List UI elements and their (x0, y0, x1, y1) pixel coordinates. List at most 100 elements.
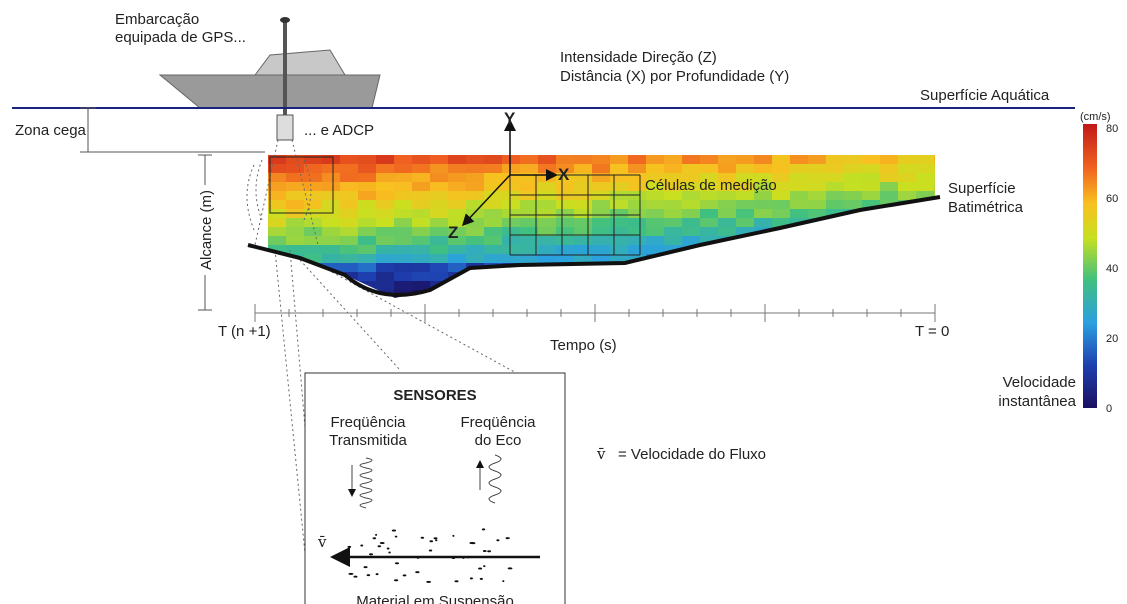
velocity-cell (574, 245, 592, 254)
velocity-cell (862, 299, 880, 308)
colorbar (1083, 124, 1097, 408)
velocity-cell (880, 182, 898, 191)
velocity-cell (664, 272, 682, 281)
velocity-cell (772, 164, 790, 173)
velocity-cell (718, 290, 736, 299)
velocity-cell (340, 218, 358, 227)
velocity-cell (304, 182, 322, 191)
velocity-cell (880, 191, 898, 200)
velocity-cell (934, 155, 952, 164)
velocity-cell (880, 155, 898, 164)
velocity-cell (376, 254, 394, 263)
velocity-cell (520, 245, 538, 254)
velocity-cell (664, 236, 682, 245)
velocity-cell (844, 272, 862, 281)
velocity-cell (466, 281, 484, 290)
particle (395, 536, 397, 538)
velocity-cell (718, 272, 736, 281)
velocity-cell (628, 209, 646, 218)
velocity-cell (754, 290, 772, 299)
velocity-cell (502, 245, 520, 254)
velocity-cell (412, 218, 430, 227)
velocity-cell (664, 290, 682, 299)
velocity-cell (304, 155, 322, 164)
particle (452, 535, 454, 537)
velocity-cell (340, 245, 358, 254)
velocity-cell (340, 182, 358, 191)
velocity-cell (700, 272, 718, 281)
particle (348, 573, 353, 575)
velocity-cell (376, 236, 394, 245)
velocity-cell (538, 290, 556, 299)
velocity-cell (556, 200, 574, 209)
velocity-cell (286, 218, 304, 227)
velocity-cell (682, 218, 700, 227)
velocity-cell (916, 281, 934, 290)
velocity-cell (556, 245, 574, 254)
velocity-cell (628, 281, 646, 290)
velocity-cell (304, 227, 322, 236)
colorbar-tick: 60 (1106, 193, 1118, 205)
velocity-cell (646, 155, 664, 164)
velocity-cell (340, 254, 358, 263)
velocity-cell (304, 173, 322, 182)
velocity-cell (376, 155, 394, 164)
velocity-cell (934, 281, 952, 290)
velocity-cell (646, 200, 664, 209)
velocity-cell (790, 191, 808, 200)
velocity-cell (358, 200, 376, 209)
velocity-cell (808, 263, 826, 272)
velocity-cell (484, 209, 502, 218)
particle (482, 528, 485, 530)
velocity-cell (340, 299, 358, 308)
velocity-cell (916, 164, 934, 173)
particle (426, 581, 431, 583)
velocity-cell (322, 245, 340, 254)
velocity-cell (448, 191, 466, 200)
velocity-cell (286, 164, 304, 173)
particle (435, 539, 437, 541)
bathymetry-label: Batimétrica (948, 199, 1024, 216)
velocity-cell (610, 200, 628, 209)
velocity-cell (412, 272, 430, 281)
velocity-cell (826, 173, 844, 182)
velocity-field (268, 155, 952, 308)
velocity-cell (466, 164, 484, 173)
particle (421, 537, 424, 539)
velocity-cell (394, 254, 412, 263)
velocity-cell (322, 182, 340, 191)
velocity-cell (772, 155, 790, 164)
velocity-cell (646, 218, 664, 227)
velocity-cell (826, 281, 844, 290)
sensor-text: Freqüência (330, 414, 406, 431)
velocity-cell (304, 245, 322, 254)
velocity-cell (286, 155, 304, 164)
velocity-cell (934, 299, 952, 308)
velocity-cell (376, 191, 394, 200)
velocity-cell (718, 281, 736, 290)
velocity-cell (628, 272, 646, 281)
velocity-cell (268, 299, 286, 308)
velocity-cell (790, 254, 808, 263)
velocity-cell (412, 263, 430, 272)
velocity-cell (520, 218, 538, 227)
header: Distância (X) por Profundidade (Y) (560, 68, 789, 85)
velocity-cell (340, 173, 358, 182)
particle (415, 571, 419, 573)
velocity-cell (826, 227, 844, 236)
velocity-cell (286, 200, 304, 209)
velocity-cell (394, 200, 412, 209)
velocity-cell (322, 218, 340, 227)
velocity-cell (808, 200, 826, 209)
velocity-cell (736, 281, 754, 290)
velocity-cell (592, 164, 610, 173)
velocity-cell (826, 299, 844, 308)
velocity-cell (844, 245, 862, 254)
velocity-cell (358, 263, 376, 272)
velocity-cell (610, 209, 628, 218)
velocity-cell (790, 272, 808, 281)
velocity-cell (502, 209, 520, 218)
velocity-cell (916, 236, 934, 245)
velocity-cell (592, 236, 610, 245)
velocity-cell (286, 263, 304, 272)
